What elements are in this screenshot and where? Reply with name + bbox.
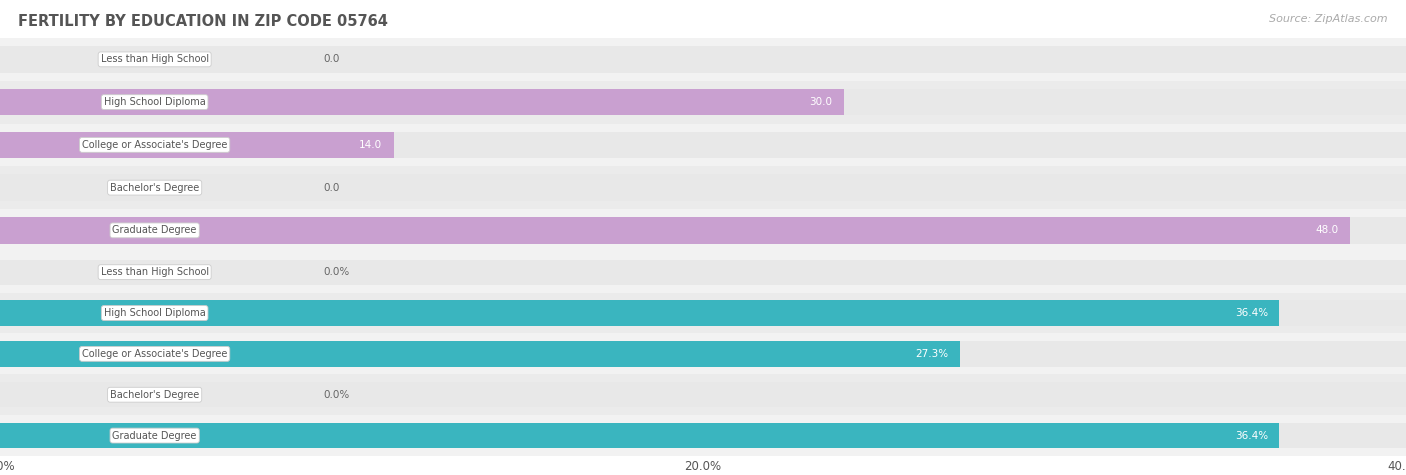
Bar <box>0 415 1406 456</box>
Bar <box>0 209 1406 252</box>
Bar <box>0 333 1406 374</box>
Text: Source: ZipAtlas.com: Source: ZipAtlas.com <box>1270 14 1388 24</box>
Bar <box>0 423 1279 448</box>
Text: 0.0: 0.0 <box>323 182 340 193</box>
Text: High School Diploma: High School Diploma <box>104 97 205 107</box>
Bar <box>0 293 1406 333</box>
Text: 36.4%: 36.4% <box>1234 430 1268 441</box>
Text: Graduate Degree: Graduate Degree <box>112 430 197 441</box>
Text: 0.0%: 0.0% <box>323 390 350 400</box>
Text: Graduate Degree: Graduate Degree <box>112 225 197 236</box>
Bar <box>0 38 1406 81</box>
Bar <box>0 382 1406 408</box>
Bar <box>0 423 1406 448</box>
Text: College or Associate's Degree: College or Associate's Degree <box>82 140 228 150</box>
Bar <box>0 300 1406 326</box>
Bar <box>0 46 1406 73</box>
Bar <box>0 166 1406 209</box>
Bar <box>0 341 1406 367</box>
Bar <box>0 252 1406 293</box>
Text: 30.0: 30.0 <box>810 97 832 107</box>
Text: Bachelor's Degree: Bachelor's Degree <box>110 390 200 400</box>
Bar <box>0 341 960 367</box>
Text: 14.0: 14.0 <box>360 140 382 150</box>
Text: 0.0: 0.0 <box>323 54 340 65</box>
Text: FERTILITY BY EDUCATION IN ZIP CODE 05764: FERTILITY BY EDUCATION IN ZIP CODE 05764 <box>18 14 388 29</box>
Bar <box>0 81 1406 124</box>
Text: 36.4%: 36.4% <box>1234 308 1268 318</box>
Text: 48.0: 48.0 <box>1316 225 1339 236</box>
Bar <box>0 132 1406 158</box>
Text: 0.0%: 0.0% <box>323 267 350 277</box>
Bar <box>0 374 1406 415</box>
Text: Bachelor's Degree: Bachelor's Degree <box>110 182 200 193</box>
Text: 27.3%: 27.3% <box>915 349 948 359</box>
Bar <box>0 89 844 115</box>
Bar <box>0 124 1406 166</box>
Bar <box>0 132 394 158</box>
Bar <box>0 217 1406 244</box>
Bar <box>0 89 1406 115</box>
Text: College or Associate's Degree: College or Associate's Degree <box>82 349 228 359</box>
Bar <box>0 300 1279 326</box>
Bar <box>0 259 1406 285</box>
Bar <box>0 174 1406 201</box>
Text: Less than High School: Less than High School <box>101 267 208 277</box>
Text: Less than High School: Less than High School <box>101 54 208 65</box>
Text: High School Diploma: High School Diploma <box>104 308 205 318</box>
Bar <box>0 217 1350 244</box>
